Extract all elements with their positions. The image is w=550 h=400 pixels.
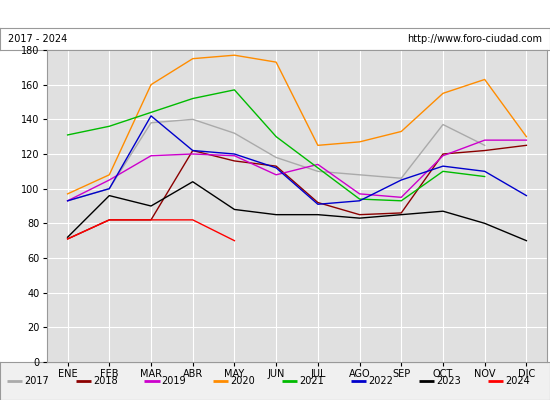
Text: 2021: 2021: [299, 376, 324, 386]
Text: 2022: 2022: [368, 376, 393, 386]
Text: 2017: 2017: [24, 376, 49, 386]
Text: 2020: 2020: [230, 376, 255, 386]
Text: 2024: 2024: [505, 376, 530, 386]
Text: 2018: 2018: [93, 376, 118, 386]
Text: Evolucion del paro registrado en La Iruela: Evolucion del paro registrado en La Irue…: [130, 7, 420, 21]
Text: 2023: 2023: [437, 376, 461, 386]
Text: http://www.foro-ciudad.com: http://www.foro-ciudad.com: [407, 34, 542, 44]
Text: 2019: 2019: [162, 376, 186, 386]
Text: 2017 - 2024: 2017 - 2024: [8, 34, 68, 44]
